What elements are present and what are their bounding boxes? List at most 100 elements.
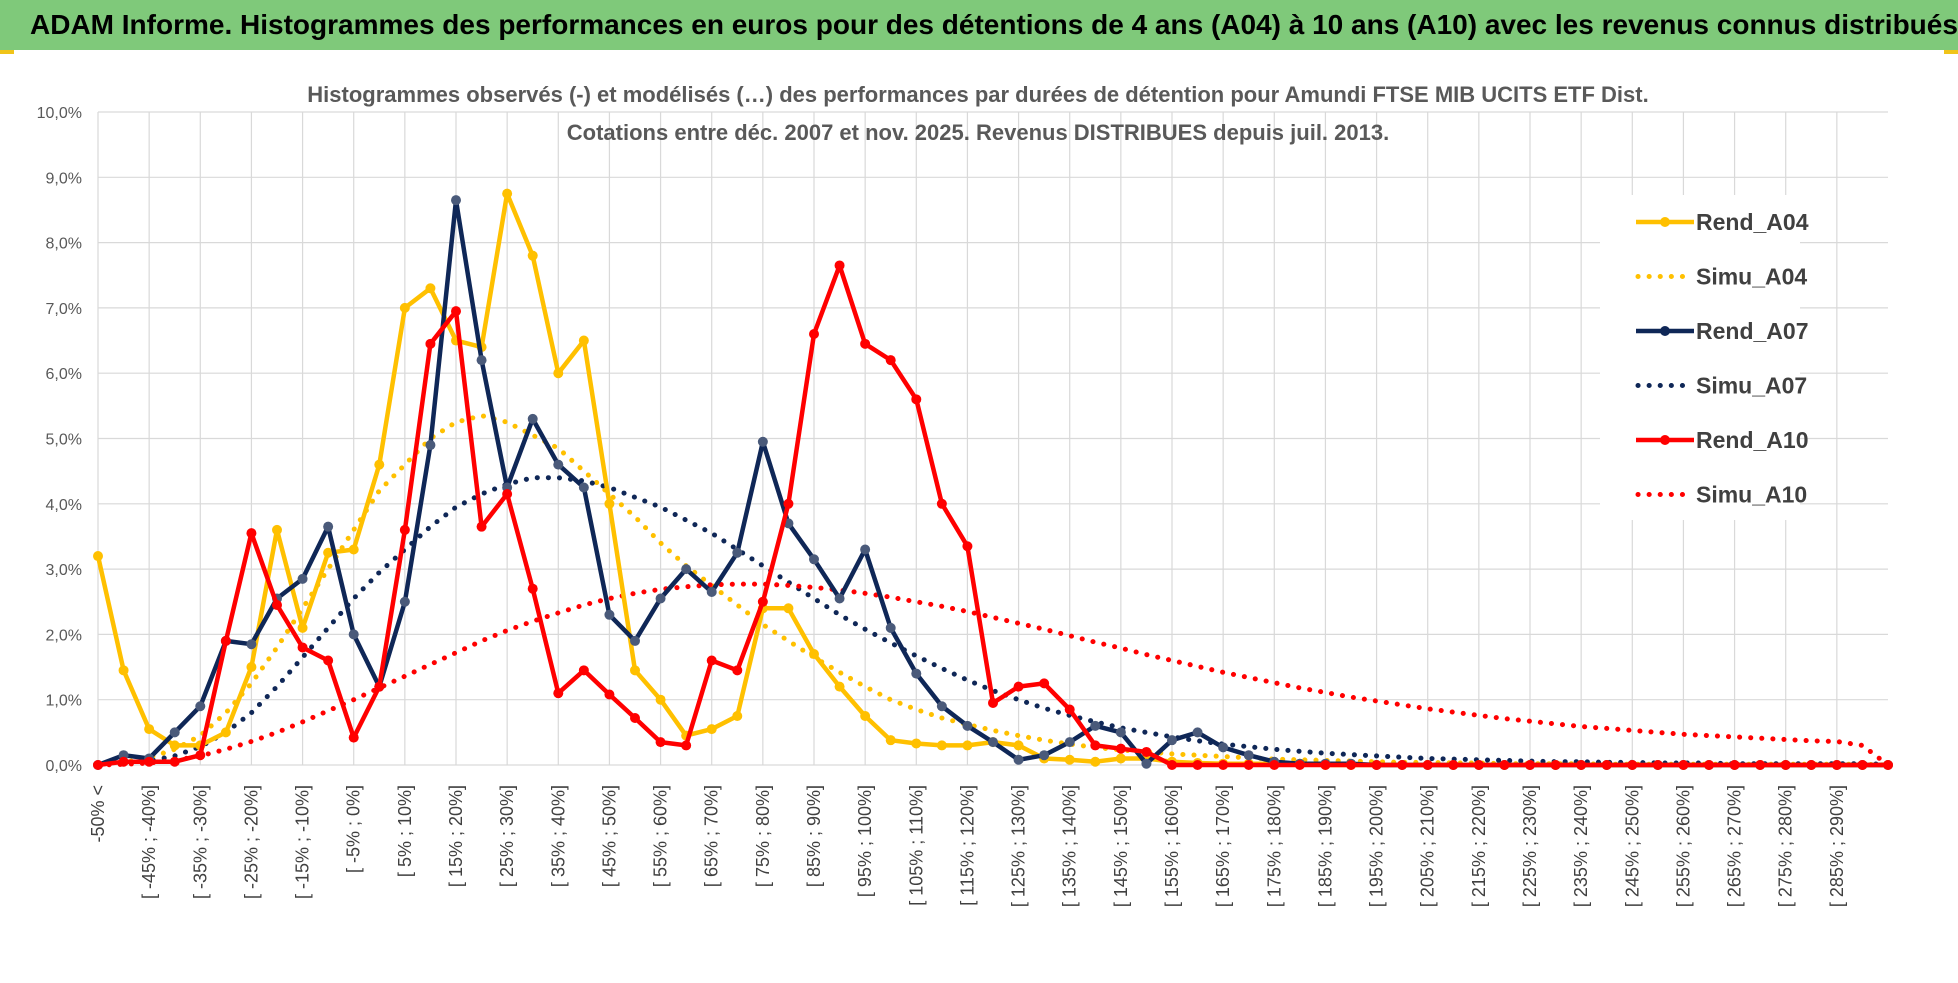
data-point: [527, 583, 538, 594]
data-point: [399, 524, 410, 535]
data-point: [1141, 758, 1152, 769]
data-point: [757, 596, 768, 607]
data-point: [348, 629, 359, 640]
data-point: [1167, 735, 1177, 746]
x-tick-label: [ 55% ; 60%]: [651, 785, 671, 887]
data-point: [1346, 760, 1356, 770]
data-point: [1090, 756, 1101, 767]
data-point: [1550, 760, 1561, 770]
data-point: [809, 329, 819, 340]
x-tick-label: [ 125% ; 130%]: [1009, 785, 1029, 907]
data-point: [1141, 746, 1152, 757]
x-tick-label: [ -35% ; -30%]: [190, 785, 210, 899]
data-point: [144, 724, 155, 735]
x-tick-label: [ 165% ; 170%]: [1213, 785, 1233, 907]
data-point: [1039, 750, 1050, 761]
data-point: [144, 756, 155, 767]
legend-label-simu-a07: Simu_A07: [1696, 373, 1807, 399]
data-point: [783, 603, 794, 614]
data-point: [323, 655, 334, 666]
data-point: [502, 489, 513, 500]
data-point: [1115, 743, 1126, 754]
data-point: [809, 554, 819, 565]
x-tick-label: [ 255% ; 260%]: [1673, 785, 1693, 907]
data-point: [399, 302, 410, 313]
legend: Rend_A04 Simu_A04 Rend_A07 Simu_A07 Rend_A10…: [1635, 209, 1809, 508]
data-point: [1269, 760, 1280, 770]
x-tick-label: [ 135% ; 140%]: [1060, 785, 1080, 907]
data-point: [1115, 727, 1126, 738]
data-point: [93, 551, 103, 562]
x-tick-label: [ 105% ; 110%]: [906, 785, 926, 906]
data-point: [936, 740, 947, 751]
data-point: [936, 498, 947, 509]
grid-lines: [97, 111, 1888, 766]
data-point: [374, 459, 385, 470]
legend-label-simu-a10: Simu_A10: [1696, 482, 1807, 508]
data-point: [297, 573, 308, 584]
data-point: [604, 689, 615, 700]
data-point: [1678, 760, 1689, 770]
x-tick-label: [ -45% ; -40%]: [139, 785, 159, 899]
data-point: [809, 648, 819, 659]
data-point: [962, 720, 973, 731]
x-tick-label: [ 175% ; 180%]: [1264, 785, 1284, 907]
data-point: [1883, 760, 1893, 770]
data-point: [1013, 681, 1024, 692]
data-point: [118, 756, 129, 767]
data-point: [195, 701, 206, 712]
x-tick-label: [ 95% ; 100%]: [855, 785, 875, 897]
data-point: [1525, 760, 1535, 770]
report-banner: ADAM Informe. Histogrammes des performan…: [0, 0, 1958, 50]
data-point: [860, 711, 871, 722]
data-point: [451, 306, 461, 317]
data-point: [1397, 760, 1408, 770]
y-tick-label: 2,0%: [46, 627, 82, 644]
data-point: [1755, 760, 1766, 770]
x-tick-label: [ 235% ; 240%]: [1571, 785, 1591, 907]
data-point: [93, 760, 103, 770]
y-tick-label: 0,0%: [46, 758, 82, 775]
x-tick-label: [ -5% ; 0%]: [344, 785, 364, 873]
data-point: [1090, 720, 1101, 731]
data-point: [1294, 760, 1305, 770]
data-point: [1218, 742, 1229, 753]
data-point: [195, 750, 206, 761]
data-point: [323, 521, 334, 532]
data-point: [630, 635, 640, 646]
x-tick-label: [ 245% ; 250%]: [1622, 785, 1642, 907]
data-point: [1064, 754, 1075, 765]
data-point: [630, 665, 640, 676]
data-point: [297, 622, 308, 633]
legend-marker-rend-a07: [1660, 326, 1670, 336]
data-point: [476, 355, 487, 366]
data-point: [885, 622, 896, 633]
x-tick-label: [ 25% ; 30%]: [497, 785, 517, 887]
data-point: [1039, 678, 1050, 689]
x-tick-label: [ 85% ; 90%]: [804, 785, 824, 887]
x-tick-label: [ 65% ; 70%]: [702, 785, 722, 887]
series-layer: [93, 188, 1893, 770]
data-point: [553, 368, 564, 379]
data-point: [1243, 760, 1254, 770]
data-point: [578, 335, 589, 346]
data-point: [988, 697, 998, 708]
data-point: [860, 338, 871, 349]
x-tick-label: [ 205% ; 210%]: [1418, 785, 1438, 907]
data-point: [1013, 754, 1024, 765]
chart-subtitle: Cotations entre déc. 2007 et nov. 2025. …: [567, 120, 1389, 145]
data-point: [1064, 737, 1075, 748]
data-point: [578, 665, 589, 676]
data-point: [1422, 760, 1433, 770]
data-point: [1857, 760, 1868, 770]
data-point: [732, 547, 743, 558]
data-point: [399, 596, 410, 607]
data-point: [246, 662, 257, 673]
data-point: [911, 394, 922, 405]
legend-label-simu-a04: Simu_A04: [1696, 264, 1807, 290]
data-point: [962, 740, 973, 751]
y-tick-label: 10,0%: [37, 105, 82, 122]
data-point: [297, 642, 308, 653]
data-point: [604, 609, 615, 620]
